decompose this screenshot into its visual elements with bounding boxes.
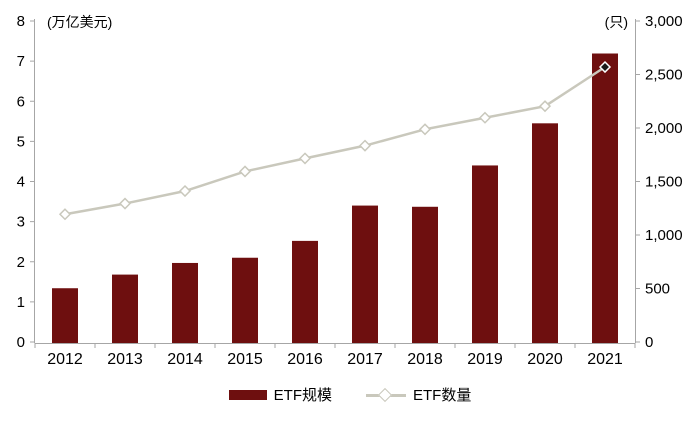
line-marker-2018 [418, 123, 432, 136]
x-tick-label-2018: 2018 [407, 351, 443, 368]
right-axis-tick-label: 2,500 [645, 67, 683, 84]
bar-2021 [592, 53, 618, 343]
left-axis-tick-label: 8 [17, 13, 25, 30]
line-marker-2021 [598, 60, 612, 74]
diamond-marker-icon [377, 387, 393, 402]
right-axis-tick-label: 1,000 [645, 227, 683, 244]
line-series-swatch [366, 387, 406, 402]
bar-2018 [412, 206, 438, 343]
legend-item-etf-scale: ETF规模 [228, 384, 332, 405]
line-marker-2014 [178, 184, 192, 198]
left-axis-tick-label: 5 [17, 133, 25, 150]
line-marker-2019 [478, 111, 492, 124]
legend: ETF规模 ETF数量 [0, 384, 700, 405]
x-tick-label-2019: 2019 [467, 351, 503, 368]
x-tick-label-2017: 2017 [347, 351, 383, 368]
left-axis-tick-label: 7 [17, 53, 25, 70]
left-axis-tick-label: 2 [17, 254, 25, 271]
line-marker-2012 [58, 208, 72, 221]
x-tick-label-2014: 2014 [167, 351, 203, 368]
left-axis-tick-label: 3 [17, 214, 25, 231]
line-marker-2016 [298, 152, 312, 165]
x-tick-label-2016: 2016 [287, 351, 323, 368]
x-tick-label-2021: 2021 [587, 351, 623, 368]
bar-2017 [352, 205, 378, 343]
legend-label-etf-count: ETF数量 [413, 387, 472, 404]
x-tick-label-2012: 2012 [47, 351, 83, 368]
bar-2020 [532, 123, 558, 343]
line-marker-2020 [538, 100, 552, 113]
x-tick-label-2015: 2015 [227, 351, 263, 368]
bar-2012 [52, 288, 78, 343]
etf-count-line [64, 65, 606, 216]
left-axis-tick-label: 0 [17, 334, 25, 351]
bar-2014 [172, 262, 198, 343]
right-axis-tick-label: 500 [645, 281, 670, 298]
bar-2019 [472, 165, 498, 343]
legend-item-etf-count: ETF数量 [366, 384, 471, 405]
bar-2013 [112, 274, 138, 343]
bar-2015 [232, 257, 258, 343]
x-tick-label-2013: 2013 [107, 351, 143, 368]
right-axis-tick-label: 2,000 [645, 120, 683, 137]
right-axis-tick-label: 0 [645, 334, 653, 351]
line-marker-2017 [358, 139, 372, 152]
legend-label-etf-scale: ETF规模 [273, 387, 332, 404]
left-axis-tick-label: 6 [17, 93, 25, 110]
x-tick-label-2020: 2020 [527, 351, 563, 368]
left-axis-unit-label: (万亿美元) [47, 14, 113, 30]
left-axis-tick-label: 1 [17, 294, 25, 311]
left-axis-tick-label: 4 [17, 174, 25, 191]
bar-2016 [292, 240, 318, 343]
bar-series-swatch [228, 389, 267, 400]
line-marker-2015 [238, 165, 252, 178]
line-marker-2013 [118, 197, 132, 210]
right-axis-tick-label: 1,500 [645, 174, 683, 191]
right-axis-unit-label: (只) [604, 14, 628, 30]
right-axis-tick-label: 3,000 [645, 13, 683, 30]
